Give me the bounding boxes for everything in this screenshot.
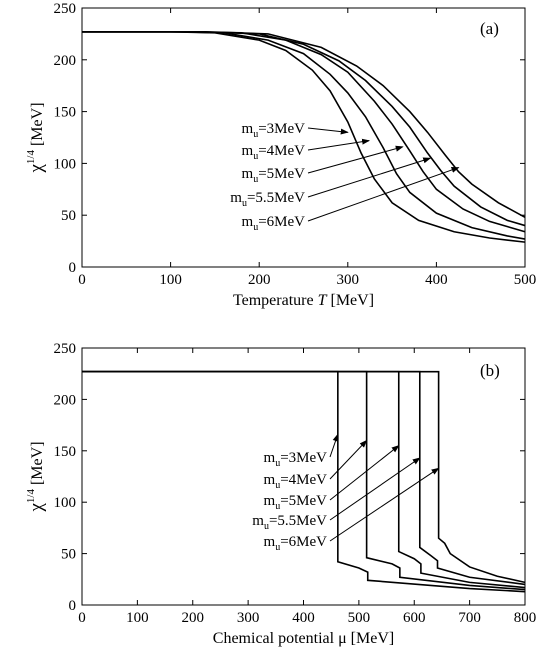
series-label-0: mu=3MeV xyxy=(242,121,306,140)
series-arrow-0 xyxy=(307,127,349,135)
series-label-4: mu=6MeV xyxy=(242,214,306,233)
series-arrow-1 xyxy=(329,439,368,480)
series-line-3 xyxy=(82,370,526,586)
series-arrow-2 xyxy=(307,145,404,174)
y-axis-title: χ1/4 [MeV] xyxy=(25,102,47,173)
x-tick-label: 300 xyxy=(337,272,360,288)
series-label-3: mu=5.5MeV xyxy=(252,513,327,532)
series-label-0: mu=3MeV xyxy=(264,450,328,469)
y-tick-label: 50 xyxy=(61,547,76,563)
x-tick-label: 700 xyxy=(458,610,481,626)
series-label-2: mu=5MeV xyxy=(242,166,306,185)
y-tick-label: 250 xyxy=(54,1,77,17)
x-tick-label: 0 xyxy=(78,272,86,288)
x-tick-label: 200 xyxy=(248,272,271,288)
x-tick-label: 500 xyxy=(348,610,371,626)
x-axis-title: Chemical potential μ [MeV] xyxy=(213,630,394,647)
y-axis-title: χ1/4 [MeV] xyxy=(25,441,47,512)
y-tick-label: 150 xyxy=(54,105,77,121)
series-line-1 xyxy=(82,31,526,240)
x-tick-label: 200 xyxy=(182,610,205,626)
x-tick-label: 0 xyxy=(78,610,86,626)
x-tick-label: 400 xyxy=(425,272,448,288)
y-tick-label: 100 xyxy=(54,156,77,172)
series-arrow-2 xyxy=(329,445,400,501)
x-tick-label: 100 xyxy=(159,272,182,288)
x-tick-label: 400 xyxy=(292,610,315,626)
y-tick-label: 0 xyxy=(69,260,77,276)
series-line-4 xyxy=(82,31,526,218)
series-arrow-4 xyxy=(329,467,440,542)
series-line-3 xyxy=(82,31,526,227)
series-line-4 xyxy=(82,370,526,584)
series-arrow-4 xyxy=(307,167,460,222)
chart-panel-b: 0 100 200 300 400 500 600 700 800 0 50 100 150 200 250… xyxy=(25,341,536,647)
x-tick-label: 300 xyxy=(237,610,260,626)
series-line-2 xyxy=(82,370,526,589)
chart-panel-a: 0 100 200 300 400 500 0 50 100 150 200 250 Temperatu… xyxy=(25,1,536,309)
y-tick-label: 200 xyxy=(54,392,77,408)
x-tick-label: 100 xyxy=(126,610,149,626)
series-arrow-3 xyxy=(329,457,421,521)
y-tick-label: 0 xyxy=(69,598,77,614)
y-tick-label: 100 xyxy=(54,495,77,511)
series-line-0 xyxy=(82,370,526,593)
series-label-4: mu=6MeV xyxy=(264,534,328,553)
series-line-0 xyxy=(82,31,526,243)
panel-label: (a) xyxy=(480,19,499,38)
y-tick-label: 150 xyxy=(54,444,77,460)
y-tick-label: 50 xyxy=(61,208,76,224)
series-label-3: mu=5.5MeV xyxy=(230,190,305,209)
series-arrow-1 xyxy=(307,138,371,151)
series-label-1: mu=4MeV xyxy=(242,143,306,162)
x-tick-label: 800 xyxy=(514,610,537,626)
x-axis-title: Temperature T [MeV] xyxy=(233,292,374,309)
series-arrow-0 xyxy=(329,433,339,458)
x-tick-label: 600 xyxy=(403,610,426,626)
x-tick-label: 500 xyxy=(514,272,537,288)
plot-frame xyxy=(81,7,526,268)
y-tick-label: 250 xyxy=(54,341,77,357)
series-label-1: mu=4MeV xyxy=(264,472,328,491)
panel-label: (b) xyxy=(480,361,500,380)
series-label-2: mu=5MeV xyxy=(264,493,328,512)
y-tick-label: 200 xyxy=(54,53,77,69)
series-line-1 xyxy=(82,370,526,591)
series-arrow-3 xyxy=(307,157,432,198)
